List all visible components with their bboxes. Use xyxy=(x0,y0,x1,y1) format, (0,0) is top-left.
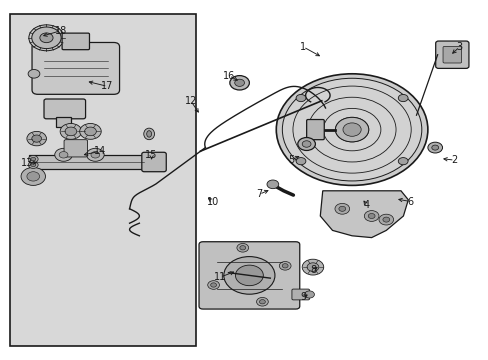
Circle shape xyxy=(229,76,249,90)
Text: 8: 8 xyxy=(309,265,315,275)
Circle shape xyxy=(59,152,68,158)
Circle shape xyxy=(32,27,61,49)
Circle shape xyxy=(276,74,427,185)
Circle shape xyxy=(304,291,314,298)
Circle shape xyxy=(84,127,96,136)
Circle shape xyxy=(297,138,315,150)
Circle shape xyxy=(342,123,361,136)
FancyBboxPatch shape xyxy=(44,99,85,119)
Text: 7: 7 xyxy=(256,189,262,199)
Circle shape xyxy=(235,265,263,286)
Text: 10: 10 xyxy=(206,197,219,207)
Circle shape xyxy=(397,158,407,165)
Text: 3: 3 xyxy=(456,42,462,52)
Text: 13: 13 xyxy=(20,158,33,168)
Circle shape xyxy=(256,297,268,306)
FancyBboxPatch shape xyxy=(62,33,89,50)
Circle shape xyxy=(236,243,248,252)
Circle shape xyxy=(296,94,305,102)
Circle shape xyxy=(31,157,36,161)
Polygon shape xyxy=(29,155,151,169)
Circle shape xyxy=(65,127,77,136)
Circle shape xyxy=(239,246,245,250)
Circle shape xyxy=(364,211,378,221)
Circle shape xyxy=(282,264,287,268)
Text: 15: 15 xyxy=(145,150,158,160)
Text: 12: 12 xyxy=(184,96,197,106)
Circle shape xyxy=(27,131,46,146)
Text: 4: 4 xyxy=(363,200,369,210)
Text: 2: 2 xyxy=(451,155,457,165)
FancyBboxPatch shape xyxy=(32,42,119,94)
Circle shape xyxy=(80,123,101,139)
Circle shape xyxy=(382,217,389,222)
Circle shape xyxy=(55,148,72,161)
Text: 16: 16 xyxy=(222,71,235,81)
Text: 9: 9 xyxy=(300,292,305,302)
Text: 5: 5 xyxy=(287,155,293,165)
FancyBboxPatch shape xyxy=(142,152,166,172)
Circle shape xyxy=(29,25,64,51)
FancyBboxPatch shape xyxy=(435,41,468,68)
Bar xyxy=(10,14,195,346)
Circle shape xyxy=(431,145,438,150)
FancyBboxPatch shape xyxy=(442,46,461,63)
Text: 14: 14 xyxy=(94,146,106,156)
Circle shape xyxy=(86,148,104,161)
Circle shape xyxy=(21,167,45,185)
Circle shape xyxy=(282,78,421,181)
Circle shape xyxy=(259,300,265,304)
Circle shape xyxy=(60,123,81,139)
Circle shape xyxy=(207,281,219,289)
Circle shape xyxy=(335,117,368,142)
Circle shape xyxy=(40,33,53,43)
Text: 1: 1 xyxy=(300,42,305,52)
FancyBboxPatch shape xyxy=(291,289,309,300)
Circle shape xyxy=(334,203,349,214)
FancyBboxPatch shape xyxy=(306,120,324,140)
Circle shape xyxy=(302,141,310,147)
Circle shape xyxy=(210,283,216,287)
Circle shape xyxy=(427,142,442,153)
Circle shape xyxy=(378,214,393,225)
Ellipse shape xyxy=(143,128,154,140)
Circle shape xyxy=(338,206,345,211)
Circle shape xyxy=(28,156,38,163)
Text: 11: 11 xyxy=(213,272,226,282)
Text: 17: 17 xyxy=(101,81,114,91)
Circle shape xyxy=(224,257,274,294)
Circle shape xyxy=(27,172,40,181)
Polygon shape xyxy=(320,191,407,238)
Text: 18: 18 xyxy=(55,26,67,36)
Circle shape xyxy=(302,259,323,275)
Circle shape xyxy=(296,158,305,165)
Circle shape xyxy=(367,213,374,219)
Circle shape xyxy=(266,180,278,189)
Circle shape xyxy=(31,163,36,167)
Circle shape xyxy=(397,94,407,102)
Circle shape xyxy=(28,161,38,168)
Circle shape xyxy=(28,69,40,78)
FancyBboxPatch shape xyxy=(199,242,299,309)
Circle shape xyxy=(234,79,244,86)
Ellipse shape xyxy=(146,131,151,137)
Circle shape xyxy=(91,152,100,158)
Bar xyxy=(56,117,71,127)
Circle shape xyxy=(279,261,290,270)
Text: 6: 6 xyxy=(407,197,413,207)
Circle shape xyxy=(306,263,318,271)
FancyBboxPatch shape xyxy=(64,140,87,157)
Circle shape xyxy=(32,135,41,142)
